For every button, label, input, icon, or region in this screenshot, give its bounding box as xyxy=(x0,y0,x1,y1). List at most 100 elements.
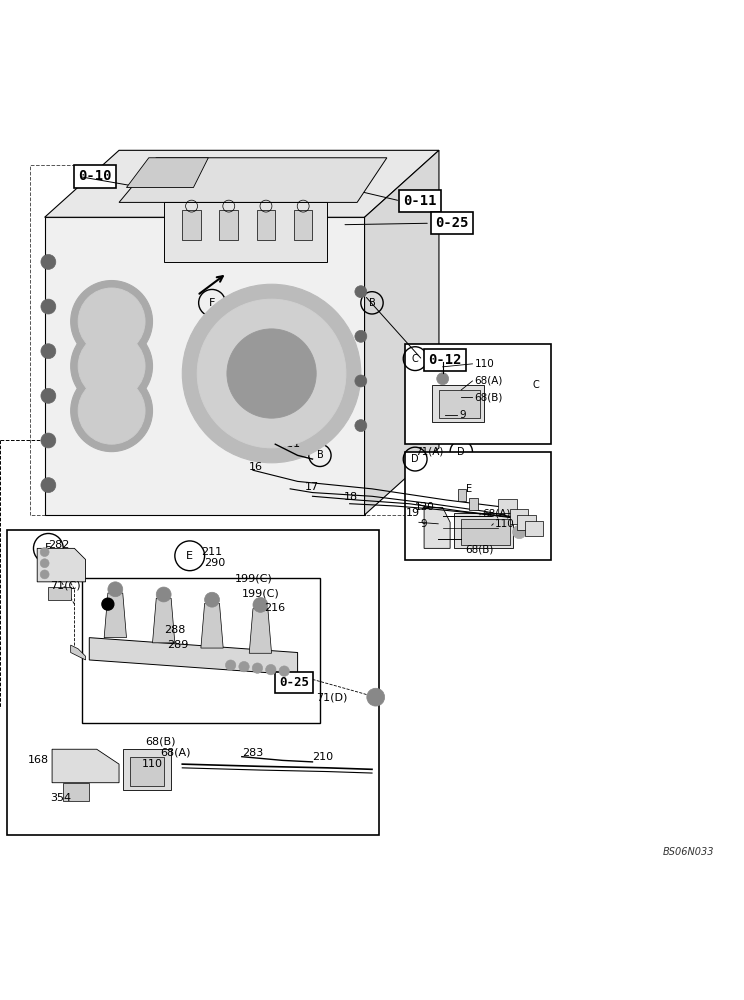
Text: F: F xyxy=(45,543,51,553)
Polygon shape xyxy=(365,150,439,515)
Text: 68(B): 68(B) xyxy=(475,392,503,402)
Text: 19: 19 xyxy=(405,508,420,518)
Circle shape xyxy=(437,373,449,385)
Circle shape xyxy=(227,329,316,418)
Circle shape xyxy=(41,388,56,403)
Text: 210: 210 xyxy=(312,752,333,762)
Circle shape xyxy=(205,592,219,607)
Text: 0-25: 0-25 xyxy=(435,216,469,230)
Polygon shape xyxy=(89,638,298,675)
Text: 110: 110 xyxy=(495,519,515,529)
Text: 211: 211 xyxy=(279,439,300,449)
Text: C: C xyxy=(532,380,539,390)
Bar xyxy=(510,509,528,524)
Circle shape xyxy=(78,288,145,355)
Polygon shape xyxy=(104,593,126,638)
Text: 9: 9 xyxy=(420,519,427,529)
Text: D: D xyxy=(411,454,419,464)
Polygon shape xyxy=(130,757,164,786)
Circle shape xyxy=(41,299,56,314)
Text: F: F xyxy=(209,298,215,308)
Polygon shape xyxy=(71,645,86,660)
Text: 68(B): 68(B) xyxy=(465,545,493,555)
Text: 0-25: 0-25 xyxy=(279,676,309,689)
Polygon shape xyxy=(201,603,223,648)
Text: 16: 16 xyxy=(249,462,263,472)
Circle shape xyxy=(266,664,276,675)
Circle shape xyxy=(253,597,268,612)
Polygon shape xyxy=(45,150,439,217)
Text: 211: 211 xyxy=(201,547,222,557)
Polygon shape xyxy=(52,749,119,783)
Text: 354: 354 xyxy=(51,793,71,803)
Circle shape xyxy=(71,370,153,452)
Text: 290: 290 xyxy=(205,558,226,568)
Bar xyxy=(525,521,543,536)
Text: BS06N033: BS06N033 xyxy=(663,847,714,857)
Text: 288: 288 xyxy=(164,625,185,635)
Circle shape xyxy=(355,330,367,342)
Text: 0-11: 0-11 xyxy=(403,194,437,208)
Circle shape xyxy=(367,688,385,706)
Bar xyxy=(294,210,312,240)
Text: 71(D): 71(D) xyxy=(316,692,347,702)
Circle shape xyxy=(40,548,49,557)
Bar xyxy=(405,344,551,444)
Bar xyxy=(458,489,466,501)
Text: 71(C): 71(C) xyxy=(51,581,81,591)
Polygon shape xyxy=(439,390,480,418)
Circle shape xyxy=(40,570,49,579)
Polygon shape xyxy=(424,507,450,548)
Bar xyxy=(498,499,517,513)
Text: 120: 120 xyxy=(415,502,435,512)
Text: D: D xyxy=(458,447,465,457)
Polygon shape xyxy=(153,598,175,643)
Bar xyxy=(182,210,201,240)
Bar xyxy=(63,783,89,801)
Text: B: B xyxy=(368,298,376,308)
Circle shape xyxy=(156,587,171,602)
Circle shape xyxy=(78,333,145,400)
Text: 199(C): 199(C) xyxy=(234,573,272,583)
Circle shape xyxy=(108,582,123,597)
Polygon shape xyxy=(126,158,208,188)
Bar xyxy=(219,210,238,240)
Text: 17: 17 xyxy=(305,482,319,492)
Polygon shape xyxy=(249,609,272,653)
Polygon shape xyxy=(164,202,327,262)
Polygon shape xyxy=(461,519,510,545)
Bar xyxy=(257,210,275,240)
Polygon shape xyxy=(45,217,365,515)
Text: 68(A): 68(A) xyxy=(475,376,503,386)
Text: 110: 110 xyxy=(475,359,495,369)
Circle shape xyxy=(71,281,153,362)
Bar xyxy=(48,587,71,600)
Text: 283: 283 xyxy=(242,748,263,758)
Circle shape xyxy=(355,286,367,298)
Text: 282: 282 xyxy=(48,540,70,550)
Circle shape xyxy=(41,254,56,269)
Bar xyxy=(517,515,536,530)
Circle shape xyxy=(102,598,114,610)
Text: 0-10: 0-10 xyxy=(78,169,112,183)
Text: 9: 9 xyxy=(459,410,466,420)
Bar xyxy=(82,578,320,723)
Text: 110: 110 xyxy=(141,759,162,769)
Circle shape xyxy=(355,420,367,432)
Circle shape xyxy=(239,661,249,672)
Polygon shape xyxy=(454,513,513,548)
Text: 68(A): 68(A) xyxy=(482,508,510,518)
Text: E: E xyxy=(186,551,193,561)
Circle shape xyxy=(225,660,236,670)
Text: 199(C): 199(C) xyxy=(242,588,280,598)
Text: 71(A): 71(A) xyxy=(415,447,443,457)
Text: 18: 18 xyxy=(344,492,358,502)
Text: B: B xyxy=(316,450,324,460)
Circle shape xyxy=(197,299,346,448)
Circle shape xyxy=(78,377,145,444)
Text: C: C xyxy=(411,354,419,364)
Circle shape xyxy=(41,344,56,359)
Bar xyxy=(7,530,379,835)
Circle shape xyxy=(40,559,49,568)
Text: 68(B): 68(B) xyxy=(145,737,176,747)
